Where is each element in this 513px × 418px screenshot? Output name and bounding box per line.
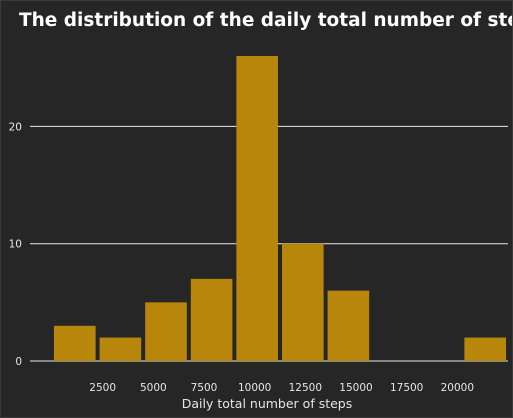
histogram-bar bbox=[145, 302, 187, 361]
histogram-bar bbox=[327, 290, 370, 361]
x-tick-label: 20000 bbox=[441, 382, 474, 394]
histogram-bar bbox=[54, 325, 96, 361]
histogram-bar bbox=[99, 337, 142, 361]
y-tick-label: 20 bbox=[9, 121, 22, 133]
chart-title: The distribution of the daily total numb… bbox=[19, 10, 512, 31]
x-tick-label: 2500 bbox=[89, 382, 116, 394]
x-tick-label: 5000 bbox=[140, 382, 167, 394]
histogram-bar bbox=[282, 243, 324, 361]
x-tick-label: 15000 bbox=[339, 382, 372, 394]
y-tick-label: 10 bbox=[9, 239, 22, 251]
x-tick-label: 10000 bbox=[238, 382, 271, 394]
x-tick-label: 17500 bbox=[390, 382, 423, 394]
x-axis-ticks: 2500 5000 7500 10000 12500 15000 17500 20000 bbox=[89, 382, 474, 394]
x-tick-label: 12500 bbox=[289, 382, 322, 394]
histogram-bar bbox=[464, 337, 506, 361]
histogram-bar bbox=[190, 278, 233, 361]
y-tick-label: 0 bbox=[15, 356, 22, 368]
histogram-bar bbox=[236, 56, 278, 361]
y-axis-ticks: 0 10 20 bbox=[9, 121, 22, 368]
bars bbox=[54, 56, 506, 361]
x-axis-label: Daily total number of steps bbox=[182, 396, 353, 411]
x-tick-label: 7500 bbox=[191, 382, 218, 394]
